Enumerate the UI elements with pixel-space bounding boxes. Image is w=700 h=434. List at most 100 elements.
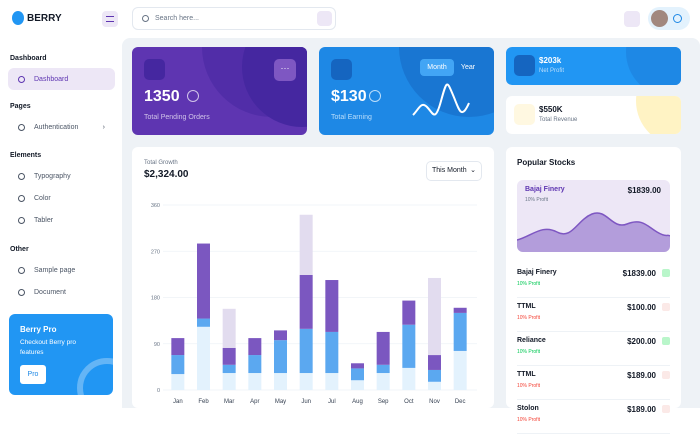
card-icon bbox=[144, 59, 165, 80]
pending-value: 1350 bbox=[144, 88, 180, 105]
bar-segment bbox=[325, 373, 339, 390]
nav-item[interactable]: Dashboard bbox=[8, 68, 115, 90]
search-box[interactable]: Search here... bbox=[132, 7, 336, 30]
profit-card: $203k Net Profit bbox=[506, 47, 681, 85]
arrow-icon bbox=[187, 90, 199, 102]
tab[interactable]: Year bbox=[460, 64, 476, 71]
trend-icon bbox=[662, 303, 670, 311]
bar-segment bbox=[274, 373, 287, 390]
profile-button[interactable] bbox=[648, 7, 690, 30]
notification-button[interactable] bbox=[624, 11, 640, 27]
bar-segment bbox=[351, 380, 364, 390]
more-button[interactable]: ··· bbox=[274, 59, 296, 81]
promo-card: Berry Pro Checkout Berry pro features Pr… bbox=[9, 314, 113, 395]
settings-icon bbox=[673, 14, 682, 23]
page: {"header":{"logo":"BERRY","search_placeh… bbox=[8, 7, 700, 434]
filter-button[interactable] bbox=[317, 11, 332, 26]
nav-item[interactable]: Tabler bbox=[8, 209, 115, 231]
nav-item[interactable]: Color bbox=[8, 187, 115, 209]
bar-segment bbox=[222, 364, 236, 374]
y-tick-label: 90 bbox=[154, 342, 160, 348]
x-tick-label: May bbox=[275, 399, 286, 405]
y-tick-label: 0 bbox=[157, 388, 160, 394]
nav-label: Typography bbox=[34, 172, 71, 180]
pending-card: ··· 1350 Total Pending Orders bbox=[132, 47, 307, 135]
section-title: Elements bbox=[10, 152, 42, 159]
bar-segment bbox=[402, 367, 416, 390]
bar-segment bbox=[299, 373, 313, 390]
nav-item[interactable]: Sample page bbox=[8, 259, 115, 281]
bar-segment bbox=[248, 373, 262, 390]
promo-text: Checkout Berry pro features bbox=[20, 339, 76, 356]
menu-button[interactable] bbox=[102, 11, 118, 27]
x-tick-label: Apr bbox=[250, 399, 259, 405]
logo-icon bbox=[12, 11, 24, 25]
bar-segment bbox=[299, 328, 313, 374]
trend-icon bbox=[662, 405, 670, 413]
section-title: Dashboard bbox=[10, 55, 47, 62]
x-tick-label: Jan bbox=[173, 399, 183, 405]
bar-segment bbox=[197, 318, 210, 327]
stock-change: 10% Profit bbox=[517, 417, 541, 423]
x-tick-label: Jun bbox=[301, 399, 311, 405]
profit-value: $203k bbox=[539, 56, 562, 65]
card-icon bbox=[331, 59, 352, 80]
stock-change: 10% Profit bbox=[517, 349, 541, 355]
stock-row: TTML $100.00 10% Profit bbox=[517, 298, 670, 332]
bar-segment bbox=[222, 308, 236, 348]
decoration bbox=[77, 358, 113, 395]
bar-segment bbox=[299, 214, 313, 275]
nav-label: Color bbox=[34, 194, 51, 202]
nav-item[interactable]: Authentication › bbox=[8, 116, 115, 138]
decoration bbox=[636, 96, 681, 134]
bar-segment bbox=[428, 369, 441, 382]
bar-segment bbox=[351, 363, 364, 369]
chart-subtitle: Total Growth bbox=[144, 160, 178, 166]
promo-button[interactable]: Pro bbox=[20, 365, 46, 384]
stock-name: TTML bbox=[517, 371, 536, 378]
stock-row: Stolon $189.00 10% Profit bbox=[517, 400, 670, 434]
stock-price: $200.00 bbox=[627, 337, 656, 346]
bar-segment bbox=[428, 277, 441, 356]
earning-value: $130 bbox=[331, 88, 367, 105]
stock-row: Bajaj Finery $1839.00 10% Profit bbox=[517, 264, 670, 298]
featured-area bbox=[517, 212, 670, 252]
period-label: This Month bbox=[432, 167, 467, 174]
stock-price: $100.00 bbox=[627, 303, 656, 312]
nav-item[interactable]: Typography bbox=[8, 165, 115, 187]
x-tick-label: Sep bbox=[378, 399, 389, 405]
featured-name: Bajaj Finery bbox=[525, 186, 565, 193]
y-tick-label: 180 bbox=[151, 296, 160, 302]
nav-label: Tabler bbox=[34, 216, 54, 224]
stock-name: Bajaj Finery bbox=[517, 269, 557, 276]
trend-icon bbox=[662, 371, 670, 379]
logo[interactable]: BERRY bbox=[27, 13, 62, 24]
decoration bbox=[626, 47, 681, 85]
bar-segment bbox=[171, 374, 185, 390]
tab[interactable]: Month bbox=[420, 59, 454, 76]
bar-segment bbox=[222, 347, 236, 365]
period-select[interactable]: This Month ⌄ bbox=[426, 161, 482, 181]
trend-icon bbox=[662, 269, 670, 277]
y-tick-label: 360 bbox=[151, 203, 160, 209]
bar-segment bbox=[299, 274, 313, 329]
bar-segment bbox=[197, 326, 210, 390]
card-icon bbox=[514, 55, 535, 76]
arrow-icon bbox=[369, 90, 381, 102]
bar-segment bbox=[325, 331, 339, 374]
card-icon bbox=[514, 104, 535, 125]
x-tick-label: Mar bbox=[224, 399, 234, 405]
stock-change: 10% Profit bbox=[517, 315, 541, 321]
trend-icon bbox=[662, 337, 670, 345]
bar-segment bbox=[453, 312, 467, 351]
stock-name: Stolon bbox=[517, 405, 539, 412]
bar-segment bbox=[351, 368, 364, 381]
nav-item[interactable]: Document bbox=[8, 281, 115, 303]
sparkline bbox=[412, 83, 470, 116]
nav-label: Sample page bbox=[34, 266, 76, 274]
featured-stock: Bajaj Finery $1839.00 10% Profit bbox=[517, 180, 670, 252]
stock-change: 10% Profit bbox=[517, 383, 541, 389]
bar-segment bbox=[376, 373, 390, 390]
stock-row: TTML $189.00 10% Profit bbox=[517, 366, 670, 400]
avatar bbox=[651, 10, 668, 27]
